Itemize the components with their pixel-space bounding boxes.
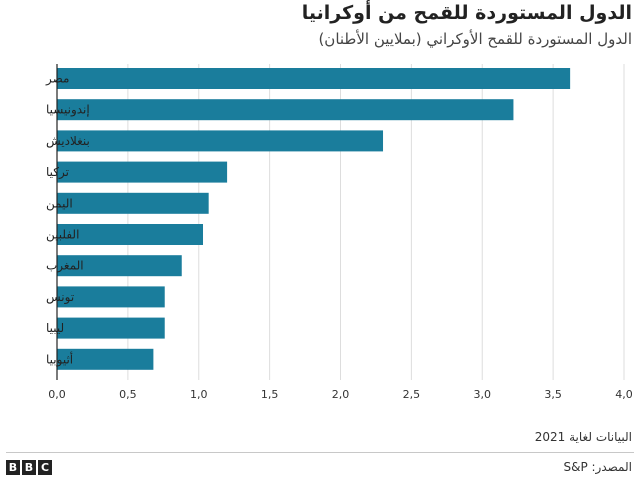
x-tick-label: 3,5	[544, 388, 562, 401]
x-tick-label: 2,0	[332, 388, 350, 401]
x-tick-label: 0,5	[119, 388, 137, 401]
x-tick-label: 1,0	[190, 388, 208, 401]
bar	[57, 161, 228, 183]
source-text: المصدر: S&P	[563, 460, 632, 474]
category-label: أثيوبيا	[46, 351, 73, 367]
logo-letter: B	[22, 460, 36, 475]
category-label: بنغلاديش	[46, 134, 90, 149]
x-tick-labels: 0,0 0,5 1,0 1,5 2,0 2,5 3,0 3,5 4,0	[48, 388, 633, 401]
bar	[57, 130, 384, 152]
footer-divider	[6, 452, 634, 453]
x-tick-label: 1,5	[261, 388, 279, 401]
logo-letter: C	[38, 460, 52, 475]
chart-subtitle: الدول المستوردة للقمح الأوكراني (بملايين…	[318, 30, 632, 48]
data-note: البيانات لغاية 2021	[534, 430, 632, 444]
logo-letter: B	[6, 460, 20, 475]
bar	[57, 255, 182, 277]
category-label: إندونيسيا	[46, 103, 90, 118]
category-label: تونس	[46, 290, 74, 305]
category-label: ليبيا	[46, 321, 64, 335]
bar	[57, 286, 165, 308]
bar	[57, 68, 571, 89]
x-tick-label: 4,0	[615, 388, 633, 401]
x-tick-label: 3,0	[474, 388, 492, 401]
category-label: الفلبين	[46, 228, 79, 243]
x-tick-label: 0,0	[48, 388, 66, 401]
bar	[57, 224, 204, 245]
category-label: المغرب	[46, 259, 84, 274]
bar	[57, 348, 154, 370]
bbc-logo: B B C	[6, 460, 52, 475]
bars	[57, 68, 571, 370]
bar	[57, 192, 209, 214]
bar	[57, 317, 165, 339]
bar	[57, 99, 514, 121]
x-tick-label: 2,5	[403, 388, 421, 401]
category-label: اليمن	[46, 196, 73, 211]
bar-chart: مصرإندونيسيابنغلاديشتركيااليمنالفلبينالم…	[45, 64, 633, 401]
chart-title: الدول المستوردة للقمح من أوكرانيا	[301, 2, 632, 24]
